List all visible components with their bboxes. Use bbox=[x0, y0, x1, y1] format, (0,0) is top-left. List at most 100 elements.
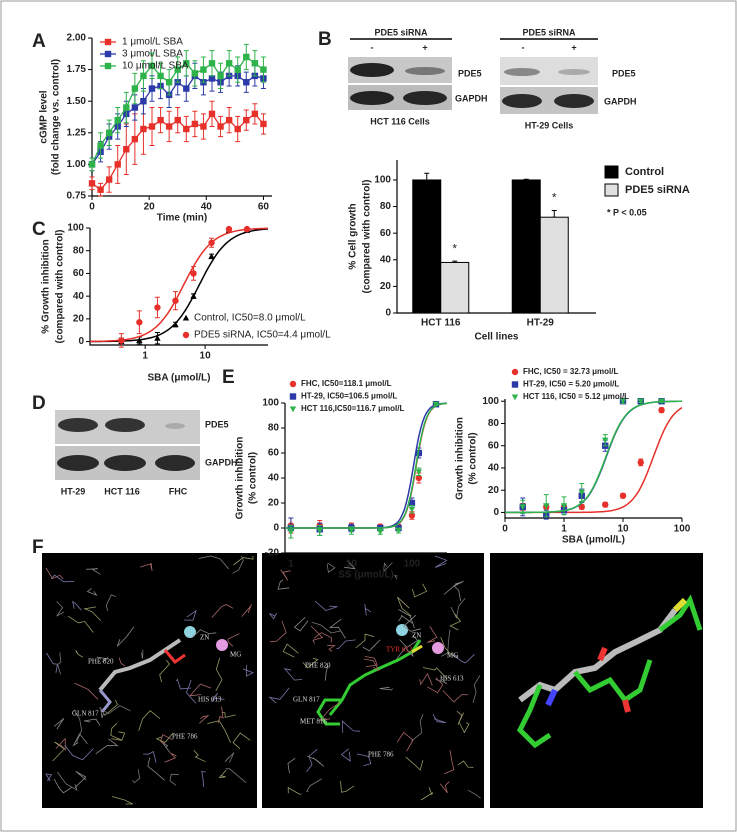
y-tick-label: 1.25 bbox=[67, 127, 87, 138]
wireframe bbox=[383, 562, 393, 573]
marker bbox=[131, 135, 139, 143]
marker bbox=[140, 125, 147, 133]
marker bbox=[637, 398, 644, 405]
x-tick-label: 0 bbox=[89, 202, 95, 213]
wireframe bbox=[405, 756, 424, 771]
residue-label: MG bbox=[230, 651, 241, 659]
y-tick-label: 100 bbox=[67, 223, 84, 234]
bar bbox=[412, 179, 442, 314]
wireframe bbox=[221, 712, 236, 718]
y-tick-label: 100 bbox=[482, 396, 499, 407]
wireframe bbox=[302, 657, 319, 669]
marker bbox=[154, 304, 161, 311]
wireframe bbox=[314, 600, 338, 612]
marker bbox=[88, 161, 96, 168]
fit-curve bbox=[285, 402, 448, 529]
y-axis-label: % Growth inhibition bbox=[41, 239, 52, 333]
marker bbox=[316, 527, 323, 534]
residue-label: ZN bbox=[200, 634, 209, 642]
x-tick-label: HCT 116 bbox=[421, 318, 461, 329]
wireframe bbox=[217, 706, 224, 724]
y-tick-label: 80 bbox=[73, 245, 85, 256]
wireframe bbox=[318, 702, 341, 721]
wireframe bbox=[458, 721, 470, 734]
marker bbox=[289, 393, 297, 400]
wireframe bbox=[344, 560, 356, 570]
wireframe bbox=[224, 752, 235, 763]
marker bbox=[243, 116, 250, 124]
lane-label: FHC bbox=[169, 486, 188, 496]
wireframe bbox=[207, 720, 231, 743]
wireframe bbox=[232, 732, 251, 750]
marker bbox=[225, 60, 233, 67]
wireframe bbox=[169, 773, 179, 786]
marker bbox=[225, 225, 233, 233]
marker bbox=[208, 60, 216, 67]
y-tick-label: 20 bbox=[380, 281, 392, 292]
marker bbox=[190, 270, 197, 277]
wireframe bbox=[72, 600, 82, 611]
wireframe bbox=[449, 613, 462, 631]
wireframe bbox=[280, 569, 291, 581]
marker bbox=[114, 161, 121, 168]
wireframe bbox=[227, 633, 240, 647]
blot-caption: HT-29 Cells bbox=[525, 120, 574, 130]
x-axis-label: Time (min) bbox=[157, 213, 207, 224]
marker bbox=[174, 66, 181, 73]
legend-label: FHC, IC50=118.1 μmol/L bbox=[301, 379, 392, 388]
y-tick-label: 0 bbox=[493, 507, 499, 518]
wireframe bbox=[362, 639, 381, 652]
wireframe bbox=[84, 718, 101, 726]
wireframe bbox=[310, 625, 324, 644]
wireframe bbox=[233, 556, 254, 566]
marker bbox=[200, 123, 207, 130]
wireframe bbox=[67, 615, 94, 633]
marker bbox=[105, 176, 113, 183]
wireframe bbox=[57, 652, 62, 675]
wireframe bbox=[355, 633, 375, 649]
wireframe bbox=[198, 555, 230, 570]
blot: PDE5 GAPDH HT-29 HCT 116 FHC bbox=[55, 410, 238, 496]
marker bbox=[408, 506, 416, 513]
wireframe bbox=[306, 748, 318, 772]
marker bbox=[183, 85, 190, 92]
wireframe bbox=[453, 653, 475, 664]
wireframe bbox=[159, 660, 171, 683]
marker bbox=[658, 398, 665, 405]
legend-label: HT-29, IC50 = 5.20 μmol/L bbox=[523, 380, 619, 389]
wireframe bbox=[270, 620, 287, 643]
wireframe bbox=[185, 679, 197, 704]
y-tick-label: 60 bbox=[488, 440, 500, 451]
y-axis-label: (compared with control) bbox=[362, 180, 373, 294]
y-tick-label: 0 bbox=[273, 523, 279, 534]
blot: PDE5 siRNA - + PDE5 GAPDH HT-29 Cells bbox=[500, 27, 637, 130]
x-tick-label: 20 bbox=[144, 202, 156, 213]
wireframe bbox=[215, 657, 223, 691]
wireframe bbox=[397, 596, 412, 617]
marker bbox=[432, 401, 440, 408]
wireframe bbox=[340, 780, 355, 793]
y-tick-label: 20 bbox=[488, 485, 500, 496]
residue-label: GLN 817 bbox=[293, 696, 320, 704]
wireframe bbox=[232, 555, 244, 574]
panel-label: C bbox=[32, 219, 46, 240]
residue-label: PHE 786 bbox=[368, 751, 394, 759]
wireframe bbox=[141, 649, 144, 659]
wireframe bbox=[268, 687, 290, 704]
wireframe bbox=[443, 581, 463, 595]
y-tick-label: 60 bbox=[73, 268, 85, 279]
y-tick-label: 80 bbox=[268, 423, 280, 434]
legend-swatch bbox=[604, 165, 619, 179]
lane-label: - bbox=[522, 42, 525, 52]
marker bbox=[182, 331, 190, 339]
wireframe bbox=[241, 604, 252, 617]
wireframe bbox=[143, 750, 157, 763]
y-tick-label: 2.00 bbox=[67, 33, 87, 44]
marker bbox=[114, 116, 121, 124]
wireframe bbox=[45, 773, 53, 782]
wireframe bbox=[364, 656, 378, 667]
marker bbox=[637, 459, 644, 466]
y-axis-label: (% control) bbox=[468, 432, 479, 484]
legend-label: 1 μmol/L SBA bbox=[122, 37, 183, 48]
marker bbox=[104, 62, 112, 70]
